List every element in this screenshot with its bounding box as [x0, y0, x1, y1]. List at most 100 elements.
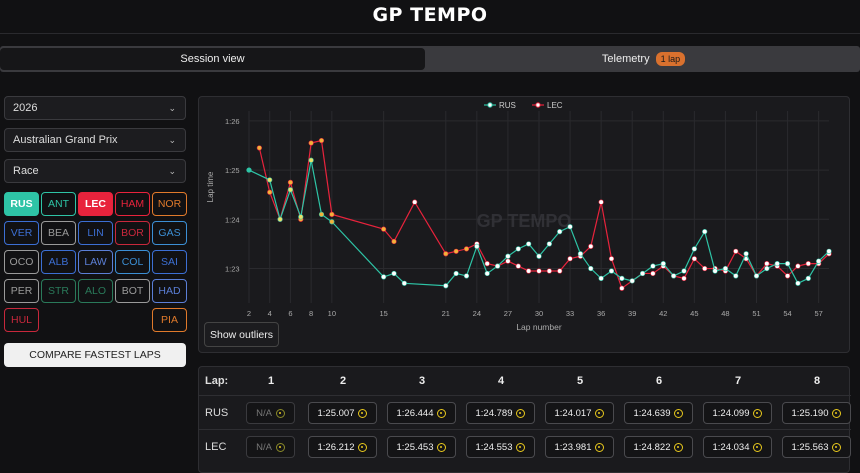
driver-toggle-law[interactable]: LAW [78, 250, 113, 274]
data-point-rus [484, 270, 490, 277]
driver-toggle-nor[interactable]: NOR [152, 192, 187, 216]
data-point-lec [381, 226, 387, 232]
data-point-rus [381, 274, 387, 280]
lap-time-value: 1:24.822 [633, 441, 671, 453]
lap-column-header: 1 [267, 375, 275, 387]
medium-tyre-icon [437, 442, 447, 452]
event-select[interactable]: Australian Grand Prix ⌄ [4, 128, 186, 152]
legend-marker-lec [535, 102, 541, 108]
logo-text-tempo-label: TEMPO [410, 4, 488, 26]
data-point-lec [287, 179, 294, 185]
driver-toggle-alb[interactable]: ALB [41, 250, 76, 274]
lap-time-cell[interactable]: 1:24.553 [466, 436, 535, 458]
data-point-lec [619, 285, 625, 291]
driver-toggle-alo[interactable]: ALO [78, 279, 113, 303]
lap-time-value: 1:24.789 [475, 407, 513, 419]
lap-times-table: Lap: 1 2 3 4 5 6 7 8 RUS N/A 1:25.007 1:26.444 1:24.7… [198, 366, 851, 473]
lap-time-cell[interactable]: 1:25.190 [782, 402, 851, 424]
driver-toggle-ant[interactable]: ANT [41, 192, 76, 216]
data-point-rus [577, 251, 584, 257]
year-select-value: 2026 [13, 102, 38, 114]
driver-toggle-ham[interactable]: HAM [115, 192, 150, 216]
data-point-rus [650, 263, 656, 269]
data-point-rus [722, 265, 729, 272]
driver-toggle-bea[interactable]: BEA [41, 221, 76, 245]
driver-toggle-lec[interactable]: LEC [78, 192, 113, 216]
medium-tyre-icon [275, 442, 285, 452]
lap-time-cell[interactable]: 1:25.563 [782, 436, 851, 458]
driver-toggle-gas[interactable]: GAS [152, 221, 187, 245]
x-tick-label: 42 [659, 309, 667, 318]
lap-time-cell[interactable]: 1:26.212 [308, 436, 377, 458]
data-point-lec [702, 265, 708, 272]
data-point-rus [246, 167, 252, 173]
driver-toggle-hul[interactable]: HUL [4, 308, 39, 332]
driver-toggle-ver[interactable]: VER [4, 221, 39, 245]
chart-watermark: GP TEMPO [477, 211, 572, 231]
lap-time-cell[interactable]: 1:24.639 [624, 402, 693, 424]
tab-telemetry[interactable]: Telemetry 1 lap [427, 48, 860, 70]
lap-time-value: 1:25.190 [791, 407, 829, 419]
driver-toggle-pia[interactable]: PIA [152, 308, 187, 332]
driver-toggle-per[interactable]: PER [4, 279, 39, 303]
lap-time-cell[interactable]: 1:24.099 [703, 402, 772, 424]
data-point-lec [391, 238, 397, 245]
lap-time-cell[interactable]: N/A [246, 436, 295, 458]
driver-toggle-sai[interactable]: SAI [152, 250, 187, 274]
data-point-lec [443, 251, 449, 257]
tab-session-view[interactable]: Session view [0, 48, 425, 70]
lap-time-cell[interactable]: 1:23.981 [545, 436, 614, 458]
app-header: GP TEMPO [0, 0, 860, 30]
driver-toggle-bot[interactable]: BOT [115, 279, 150, 303]
data-point-rus [401, 280, 407, 286]
show-outliers-button[interactable]: Show outliers [204, 322, 279, 347]
lap-time-value: 1:26.212 [317, 441, 355, 453]
data-point-rus [267, 177, 273, 183]
x-tick-label: 30 [535, 309, 543, 318]
data-point-rus [733, 273, 739, 279]
driver-toggle-oco[interactable]: OCO [4, 250, 39, 274]
logo-text-tempo: TEMPO [410, 4, 487, 26]
lap-time-chart-svg: 2 4 6 8 10 15 21 24 27 30 33 36 39 42 45 48 51 54 571:231:… [206, 101, 832, 332]
app-logo[interactable]: GP TEMPO [372, 4, 487, 26]
data-point-rus [557, 229, 563, 235]
lap-time-cell[interactable]: 1:25.007 [308, 402, 377, 424]
lap-time-cell[interactable]: 1:24.034 [703, 436, 772, 458]
driver-toggle-bor[interactable]: BOR [115, 221, 150, 245]
lap-time-cell[interactable]: 1:24.789 [466, 402, 535, 424]
driver-toggle-lin[interactable]: LIN [78, 221, 113, 245]
data-point-lec [598, 199, 604, 205]
lap-time-cell[interactable]: 1:26.444 [387, 402, 456, 424]
compare-fastest-laps-button[interactable]: COMPARE FASTEST LAPS [4, 343, 186, 367]
lap-time-value: 1:24.034 [712, 441, 750, 453]
data-point-rus [598, 275, 604, 281]
lap-time-cell[interactable]: N/A [246, 402, 295, 424]
data-point-lec [764, 261, 770, 267]
data-point-lec [805, 261, 811, 267]
data-point-rus [329, 219, 335, 225]
data-point-lec [681, 275, 687, 281]
driver-label: LEC [205, 441, 227, 453]
lap-column-header: 4 [497, 375, 505, 387]
driver-toggle-str[interactable]: STR [41, 279, 76, 303]
session-select[interactable]: Race ⌄ [4, 159, 186, 183]
data-point-lec [733, 248, 739, 254]
x-tick-label: 4 [268, 309, 272, 318]
driver-toggle-had[interactable]: HAD [152, 279, 187, 303]
data-point-rus [712, 268, 718, 274]
year-select[interactable]: 2026 ⌄ [4, 96, 186, 120]
lap-time-value: 1:24.099 [712, 407, 750, 419]
driver-toggle-col[interactable]: COL [115, 250, 150, 274]
x-tick-label: 10 [328, 309, 336, 318]
header-divider [0, 33, 860, 34]
tab-telemetry-label: Telemetry [601, 53, 650, 65]
medium-tyre-icon [437, 408, 447, 418]
driver-toggle-rus[interactable]: RUS [4, 192, 39, 216]
data-point-rus [816, 258, 822, 264]
x-tick-label: 27 [504, 309, 512, 318]
lap-time-cell[interactable]: 1:24.017 [545, 402, 614, 424]
lap-time-value: N/A [256, 441, 272, 453]
lap-time-cell[interactable]: 1:24.822 [624, 436, 693, 458]
medium-tyre-icon [516, 408, 526, 418]
lap-time-cell[interactable]: 1:25.453 [387, 436, 456, 458]
